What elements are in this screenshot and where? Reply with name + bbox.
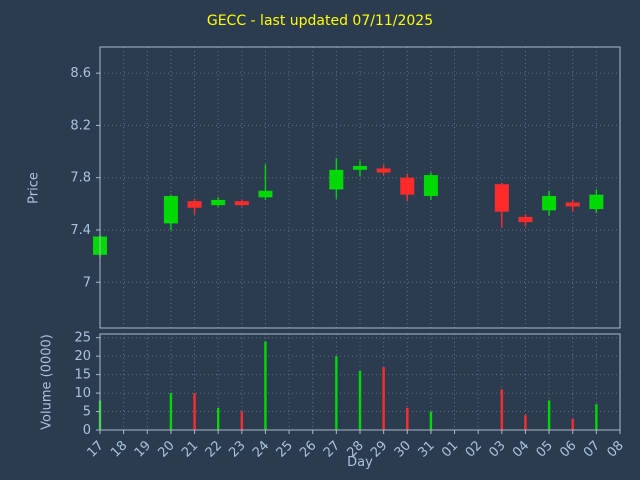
x-axis-label: Day	[347, 455, 373, 470]
svg-text:20: 20	[155, 438, 177, 460]
candle-body	[565, 202, 580, 207]
svg-text:31: 31	[415, 438, 437, 460]
svg-text:04: 04	[510, 438, 532, 460]
svg-text:28: 28	[345, 438, 367, 460]
candle-body	[542, 195, 557, 211]
svg-text:18: 18	[108, 438, 130, 460]
svg-text:10: 10	[74, 386, 91, 401]
svg-text:17: 17	[85, 438, 107, 460]
volume-bar	[595, 404, 598, 430]
svg-text:29: 29	[368, 438, 390, 460]
candle-body	[187, 201, 202, 208]
volume-bar	[547, 400, 551, 430]
svg-text:03: 03	[486, 438, 508, 460]
volume-bar	[358, 370, 362, 430]
svg-text:0: 0	[83, 423, 91, 438]
volume-bar	[169, 393, 173, 430]
volume-bar	[429, 411, 433, 430]
volume-bar	[216, 407, 220, 430]
svg-text:26: 26	[297, 438, 319, 460]
svg-text:19: 19	[132, 438, 154, 460]
price-panel-border	[99, 46, 621, 329]
volume-bars	[98, 341, 598, 430]
volume-bar	[240, 411, 244, 430]
svg-text:30: 30	[392, 438, 414, 460]
chart-title: GECC - last updated 07/11/2025	[206, 13, 434, 29]
svg-text:24: 24	[250, 438, 272, 460]
svg-text:25: 25	[74, 331, 91, 346]
candle-body	[494, 184, 509, 212]
candle-body	[329, 169, 344, 190]
tick-marks	[96, 72, 621, 434]
volume-bar	[382, 367, 385, 430]
svg-text:15: 15	[74, 368, 91, 383]
svg-text:21: 21	[179, 438, 201, 460]
candle-body	[589, 194, 604, 210]
volume-bar	[264, 341, 267, 430]
svg-text:27: 27	[321, 438, 343, 460]
svg-text:5: 5	[83, 405, 91, 420]
svg-text:08: 08	[605, 438, 627, 460]
svg-text:05: 05	[534, 438, 556, 460]
candle-body	[353, 165, 367, 170]
volume-bar	[571, 418, 574, 430]
volume-bar	[524, 415, 527, 430]
svg-text:02: 02	[463, 438, 485, 460]
volume-bar	[500, 389, 504, 430]
svg-text:7.8: 7.8	[70, 171, 91, 186]
candle-body	[163, 195, 178, 224]
svg-text:01: 01	[439, 438, 461, 460]
svg-text:8.2: 8.2	[70, 118, 91, 133]
svg-text:06: 06	[557, 438, 579, 460]
svg-text:20: 20	[74, 349, 91, 364]
candle-body	[423, 175, 438, 196]
svg-text:8.6: 8.6	[70, 66, 91, 81]
svg-text:07: 07	[581, 438, 603, 460]
candle-body	[211, 199, 226, 206]
candle-body	[376, 168, 391, 173]
candle-body	[400, 177, 415, 195]
volume-bar	[335, 356, 338, 430]
candles	[93, 158, 604, 258]
svg-text:22: 22	[203, 438, 225, 460]
svg-text:7: 7	[83, 275, 91, 290]
candle-body	[234, 201, 249, 206]
svg-text:7.4: 7.4	[70, 223, 91, 238]
candle-body	[518, 216, 533, 223]
volume-bar	[406, 407, 409, 430]
svg-text:25: 25	[274, 438, 296, 460]
svg-text:23: 23	[226, 438, 248, 460]
volume-bar	[193, 393, 196, 430]
candle-body	[258, 190, 273, 198]
